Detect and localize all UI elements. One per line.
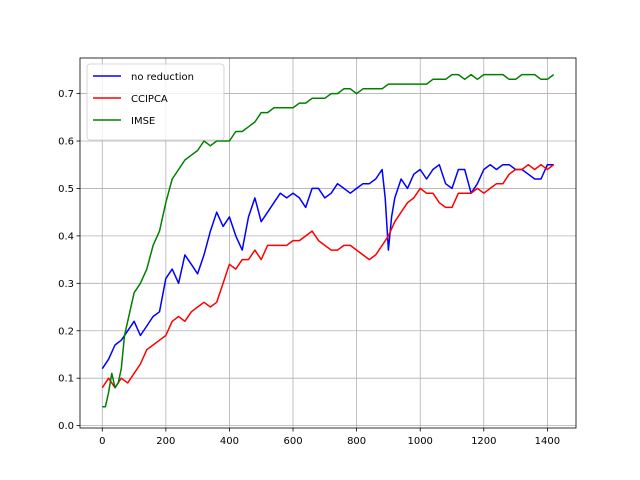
y-tick-label: 0.2: [58, 326, 74, 337]
series-line-imse: [102, 73, 555, 408]
legend-label-no-reduction: no reduction: [131, 72, 194, 83]
plot-area-frame: [79, 57, 577, 429]
x-tick-label: 800: [347, 436, 366, 447]
x-tick-label: 600: [283, 436, 302, 447]
x-tick-label: 0: [99, 436, 105, 447]
y-tick-label: 0.4: [58, 231, 74, 242]
y-tick-label: 0.0: [58, 421, 74, 432]
series-layer: [101, 73, 555, 408]
grid-lines: [80, 58, 576, 428]
legend-label-imse: IMSE: [131, 116, 155, 127]
legend-box: [86, 63, 225, 141]
y-tick-label: 0.1: [58, 374, 74, 385]
y-tick-label: 0.7: [58, 89, 74, 100]
series-line-no-reduction: [101, 163, 554, 370]
y-tick-label: 0.5: [58, 184, 74, 195]
x-tick-label: 200: [156, 436, 175, 447]
y-tick-label: 0.6: [58, 137, 74, 148]
x-tick-label: 1000: [407, 436, 432, 447]
x-tick-label: 1200: [471, 436, 496, 447]
x-tick-label: 400: [220, 436, 239, 447]
axis-ticks: 0 200 400 600 800 1000 1200 1400 0.0 0.1 0.2 0.3 0.4…: [58, 89, 560, 447]
y-tick-label: 0.3: [58, 279, 74, 290]
series-line-ccipca: [101, 163, 555, 389]
legend: no reduction CCIPCA IMSE: [86, 63, 225, 141]
legend-label-ccipca: CCIPCA: [131, 94, 168, 105]
x-tick-label: 1400: [535, 436, 560, 447]
